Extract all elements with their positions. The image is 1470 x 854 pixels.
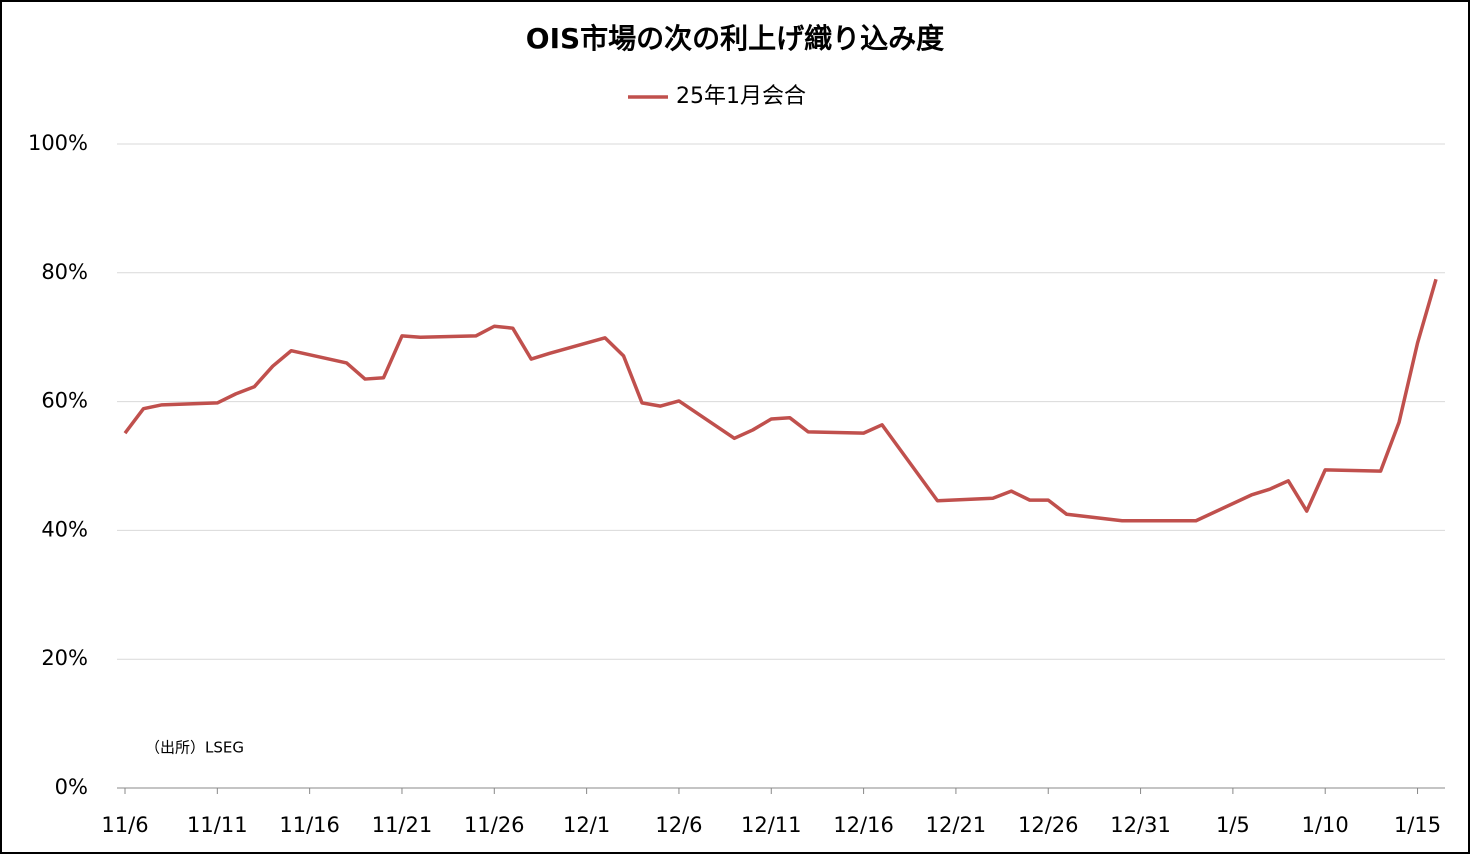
x-tick-label: 12/6 bbox=[655, 813, 702, 837]
x-tick-label: 12/26 bbox=[1018, 813, 1079, 837]
x-tick-label: 11/16 bbox=[279, 813, 340, 837]
x-tick-label: 12/1 bbox=[563, 813, 610, 837]
y-tick-label: 100% bbox=[28, 131, 88, 155]
y-tick-label: 20% bbox=[41, 646, 88, 670]
x-tick-label: 12/31 bbox=[1110, 813, 1171, 837]
x-tick-label: 12/16 bbox=[833, 813, 894, 837]
y-tick-label: 80% bbox=[41, 260, 88, 284]
data-line bbox=[123, 278, 1438, 523]
x-tick-label: 11/11 bbox=[187, 813, 248, 837]
x-tick-label: 12/11 bbox=[741, 813, 802, 837]
y-tick-label: 40% bbox=[41, 517, 88, 541]
x-tick-label: 1/10 bbox=[1302, 813, 1349, 837]
x-tick-label: 11/26 bbox=[464, 813, 525, 837]
x-tick-label: 1/5 bbox=[1216, 813, 1250, 837]
x-tick-label: 11/6 bbox=[101, 813, 148, 837]
x-tick-label: 1/15 bbox=[1394, 813, 1441, 837]
source-note: （出所）LSEG bbox=[145, 739, 244, 757]
y-tick-label: 0% bbox=[55, 775, 88, 799]
y-tick-label: 60% bbox=[41, 389, 88, 413]
legend-label: 25年1月会合 bbox=[676, 84, 806, 109]
x-tick-label: 11/21 bbox=[372, 813, 433, 837]
x-tick-label: 12/21 bbox=[926, 813, 987, 837]
chart-title: OIS市場の次の利上げ織り込み度 bbox=[526, 22, 944, 55]
